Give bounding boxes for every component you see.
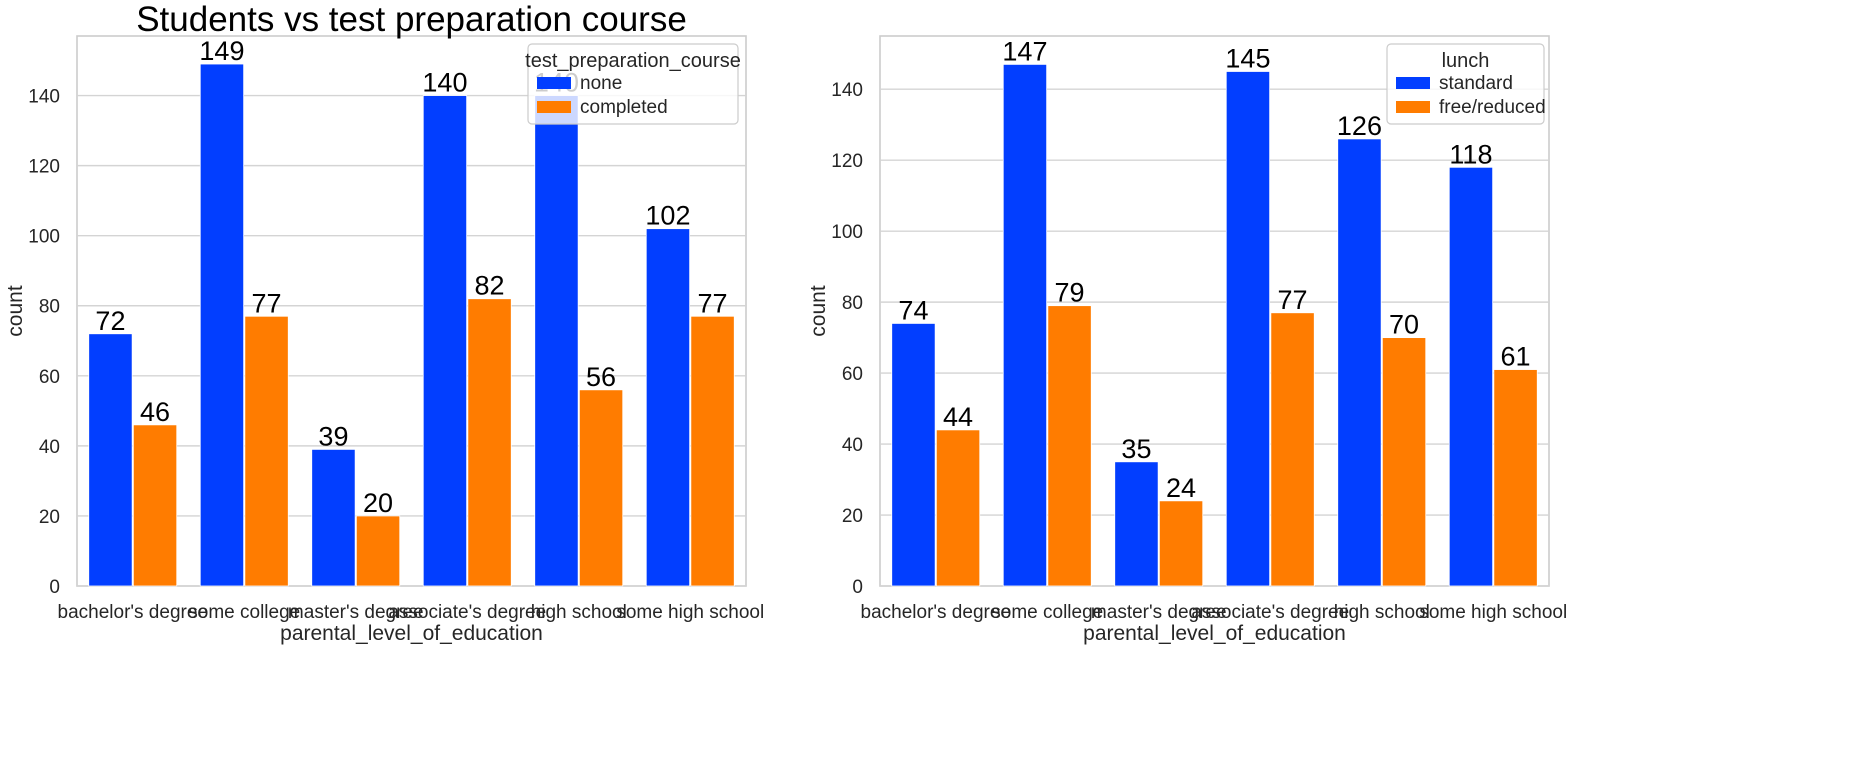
bar-value-label: 35 — [1121, 434, 1151, 464]
plot-area — [76, 35, 747, 587]
x-tick-label: some college — [991, 602, 1103, 623]
bar-value-label: 145 — [1225, 43, 1270, 73]
bar-none — [422, 95, 468, 587]
legend-swatch — [537, 77, 571, 89]
y-tick-label: 80 — [39, 297, 60, 318]
bar-value-label: 126 — [1337, 111, 1382, 141]
bar-value-label: 39 — [318, 421, 348, 451]
bar-completed — [355, 515, 401, 587]
x-tick-label: master's degree — [1091, 602, 1227, 623]
x-tick-label: bachelor's degree — [861, 602, 1011, 623]
x-tick-label: some college — [188, 602, 300, 623]
bar-standard — [1002, 63, 1048, 587]
bar-completed — [690, 315, 735, 587]
bar-value-label: 82 — [475, 271, 505, 301]
bar-value-label: 77 — [252, 288, 282, 318]
bar-value-label: 46 — [140, 397, 170, 427]
bar-none — [311, 448, 356, 587]
x-tick-label: bachelor's degree — [58, 602, 208, 623]
bar-value-label: 61 — [1501, 342, 1531, 372]
y-tick-label: 120 — [28, 157, 60, 178]
x-tick-label: master's degree — [288, 602, 424, 623]
x-axis-label: parental_level_of_education — [280, 622, 543, 645]
bar-none — [645, 228, 691, 587]
bar-completed — [578, 389, 624, 587]
y-tick-label: 100 — [831, 222, 863, 243]
x-tick-label: associate's degree — [1191, 602, 1349, 623]
y-tick-label: 60 — [842, 364, 863, 385]
plot-area — [879, 35, 1550, 587]
y-tick-label: 140 — [28, 87, 60, 108]
bar-free-reduced — [935, 429, 981, 587]
bar-value-label: 70 — [1389, 310, 1419, 340]
bar-standard — [1114, 461, 1159, 587]
legend-title: lunch — [1442, 50, 1490, 72]
y-axis-label: count — [807, 285, 830, 337]
bar-value-label: 140 — [422, 68, 467, 98]
bar-value-label: 149 — [199, 36, 244, 66]
x-tick-label: associate's degree — [388, 602, 546, 623]
bar-completed — [467, 298, 512, 587]
bar-value-label: 77 — [698, 288, 728, 318]
bar-value-label: 72 — [95, 306, 125, 336]
bar-value-label: 118 — [1449, 139, 1492, 169]
y-tick-label: 100 — [28, 227, 60, 248]
bar-completed — [244, 315, 289, 587]
legend-swatch — [1396, 77, 1430, 89]
bar-value-label: 20 — [363, 488, 393, 518]
bar-completed — [132, 424, 178, 587]
bar-value-label: 56 — [586, 362, 616, 392]
bar-free-reduced — [1493, 369, 1538, 587]
bar-standard — [1337, 138, 1382, 587]
y-tick-label: 140 — [831, 80, 863, 101]
legend-box — [527, 43, 739, 125]
y-tick-label: 20 — [842, 506, 863, 527]
y-tick-label: 60 — [39, 367, 60, 388]
bar-free-reduced — [1047, 305, 1092, 587]
bar-value-label: 24 — [1166, 473, 1196, 503]
x-tick-label: high school — [531, 602, 627, 623]
legend-entry-label: free/reduced — [1439, 97, 1546, 118]
bar-value-label: 147 — [1002, 36, 1047, 66]
bar-standard — [891, 323, 936, 587]
bar-none — [534, 95, 579, 587]
y-axis-label: count — [4, 285, 27, 337]
bar-none — [199, 63, 245, 587]
bar-free-reduced — [1158, 500, 1204, 587]
bar-standard — [1448, 166, 1494, 587]
x-tick-label: high school — [1334, 602, 1430, 623]
y-tick-label: 80 — [842, 293, 863, 314]
legend-swatch — [537, 101, 571, 113]
bar-standard — [1225, 71, 1271, 587]
legend-swatch — [1396, 101, 1430, 113]
bar-value-label: 74 — [898, 295, 928, 325]
chart-title: Students vs test preparation course — [136, 0, 687, 39]
chart-panel-1: 0 20 40 60 80 100 120 140 72 46 bachelor's degree 1… — [4, 0, 764, 645]
x-tick-label: some high school — [616, 602, 764, 623]
x-tick-label: some high school — [1419, 602, 1567, 623]
bar-free-reduced — [1270, 312, 1315, 587]
legend-title: test_preparation_course — [525, 50, 741, 72]
y-tick-label: 40 — [842, 435, 863, 456]
bar-value-label: 102 — [645, 201, 690, 231]
chart-panel-2: 0 20 40 60 80 100 120 140 74 44 bachelor's degree 1… — [807, 35, 1567, 645]
y-tick-label: 20 — [39, 507, 60, 528]
y-tick-label: 0 — [852, 577, 863, 598]
y-tick-label: 120 — [831, 151, 863, 172]
bar-value-label: 79 — [1055, 278, 1085, 308]
bar-value-label: 44 — [943, 402, 973, 432]
y-tick-label: 40 — [39, 437, 60, 458]
legend-entry-label: none — [580, 73, 622, 94]
x-axis-label: parental_level_of_education — [1083, 622, 1346, 645]
bar-value-label: 77 — [1278, 285, 1308, 315]
legend-entry-label: completed — [580, 97, 668, 118]
legend-entry-label: standard — [1439, 73, 1513, 94]
bar-none — [88, 333, 133, 587]
bar-free-reduced — [1381, 337, 1427, 587]
y-tick-label: 0 — [49, 577, 60, 598]
